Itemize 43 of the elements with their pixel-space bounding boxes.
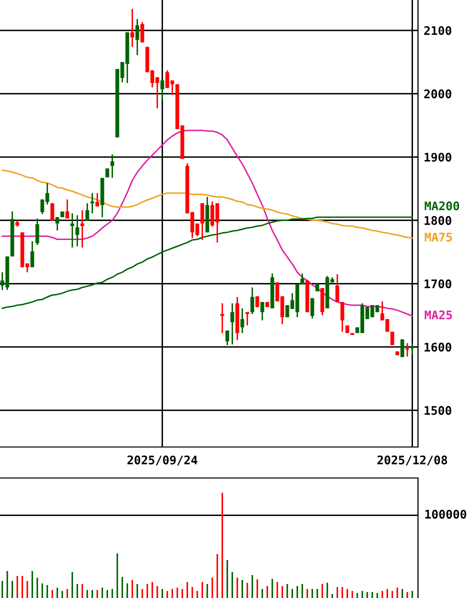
text: 100000 [425, 510, 466, 519]
candlestick [140, 21, 144, 44]
candlestick [340, 301, 344, 332]
candlestick [250, 286, 254, 315]
candlestick [405, 342, 410, 358]
y-tick-label: 1800 [424, 216, 452, 225]
line-series [2, 170, 413, 239]
y-tick-label: 2000 [424, 89, 452, 98]
candlestick [220, 302, 224, 334]
candlestick [310, 298, 314, 320]
candlestick [95, 192, 100, 208]
candlestick [160, 80, 164, 100]
candlestick [50, 202, 54, 222]
candlestick [335, 273, 340, 303]
candlestick [230, 302, 234, 346]
candlestick [110, 154, 114, 179]
series-label: MA200 [424, 201, 460, 210]
x-tick-label: 2025/09/24 [127, 456, 198, 466]
candlestick [85, 202, 90, 222]
series-label: MA75 [424, 232, 452, 242]
candlestick [225, 330, 230, 346]
candlestick [130, 8, 134, 48]
y-tick-label: 1500 [424, 406, 452, 415]
candlestick [70, 212, 74, 248]
candlestick [35, 218, 40, 246]
candlestick [30, 240, 34, 268]
candlestick [245, 311, 250, 326]
candlestick [300, 272, 304, 285]
line-series [2, 216, 413, 310]
candlestick [260, 301, 264, 322]
candlestick [240, 308, 244, 334]
y-tick-label: 2100 [424, 26, 452, 36]
y-tick-label: 1600 [424, 342, 452, 352]
y-tick-label: 1900 [424, 152, 452, 162]
x-tick-label: 2025/12/08 [377, 456, 448, 466]
candlestick [80, 210, 84, 248]
candlestick [55, 216, 60, 232]
candlestick [75, 214, 80, 247]
series-label: MA25 [424, 310, 452, 320]
candlestick [135, 18, 140, 56]
y-tick-label: 1700 [424, 279, 452, 288]
candlestick [65, 198, 70, 220]
candlestick [200, 202, 204, 241]
